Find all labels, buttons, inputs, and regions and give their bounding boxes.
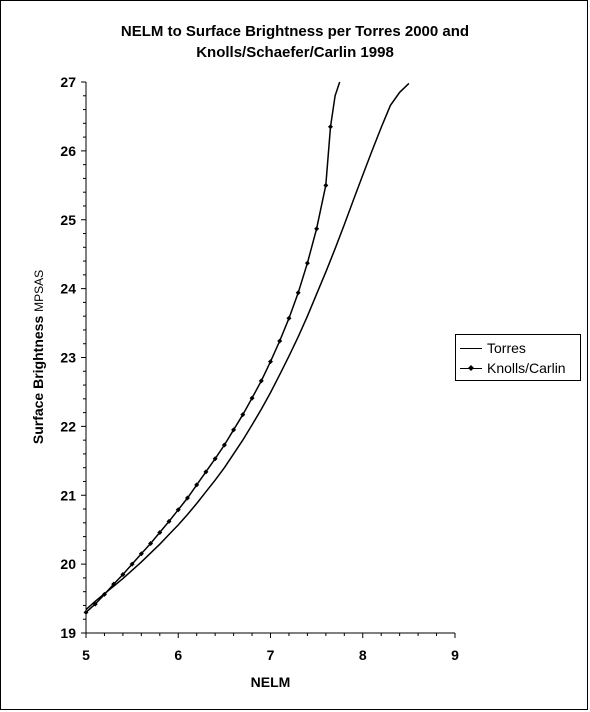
y-tick-label: 27 <box>60 74 76 90</box>
y-tick-label: 19 <box>60 625 76 641</box>
data-point-knolls-carlin <box>323 182 329 188</box>
chart-title-line-2: Knolls/Schaefer/Carlin 1998 <box>196 44 394 61</box>
x-tick-label: 9 <box>451 647 459 663</box>
chart-title-line-1: NELM to Surface Brightness per Torres 20… <box>120 23 470 40</box>
data-point-knolls-carlin <box>120 571 126 577</box>
data-point-knolls-carlin <box>249 395 255 401</box>
legend-label-knolls-carlin: Knolls/Carlin <box>487 360 566 376</box>
legend-item-torres: Torres <box>456 339 580 357</box>
data-point-knolls-carlin <box>92 601 98 607</box>
x-tick-label: 8 <box>359 647 367 663</box>
series-line-knolls-carlin <box>85 81 341 613</box>
y-tick-label: 21 <box>60 487 76 503</box>
data-point-knolls-carlin <box>268 359 273 365</box>
data-point-knolls-carlin <box>138 551 144 557</box>
data-point-knolls-carlin <box>212 456 218 462</box>
data-point-knolls-carlin <box>129 561 135 567</box>
data-point-knolls-carlin <box>231 427 237 433</box>
data-point-knolls-carlin <box>157 529 163 535</box>
y-tick-label: 23 <box>60 350 76 366</box>
y-tick-label: 26 <box>60 143 76 159</box>
data-point-knolls-carlin <box>314 226 320 232</box>
data-point-knolls-carlin <box>277 338 283 344</box>
data-point-knolls-carlin <box>295 290 301 296</box>
data-point-knolls-carlin <box>101 591 107 597</box>
legend: Torres Knolls/Carlin <box>455 334 581 381</box>
y-tick-label: 24 <box>60 281 76 297</box>
legend-label-torres: Torres <box>487 340 526 356</box>
data-point-knolls-carlin <box>304 260 310 266</box>
y-axis-label-text: Surface Brightness <box>30 315 46 445</box>
legend-item-knolls-carlin: Knolls/Carlin <box>456 359 580 377</box>
data-point-knolls-carlin <box>194 482 200 488</box>
data-point-knolls-carlin <box>148 540 154 546</box>
x-tick-label: 5 <box>82 647 90 663</box>
data-point-knolls-carlin <box>258 378 264 384</box>
data-point-knolls-carlin <box>111 581 117 587</box>
data-point-knolls-carlin <box>83 609 89 615</box>
data-point-knolls-carlin <box>166 518 172 524</box>
x-axis-label: NELM <box>250 674 291 690</box>
data-point-knolls-carlin <box>240 412 246 418</box>
series-line-torres <box>85 82 410 611</box>
x-tick-label: 7 <box>267 647 275 663</box>
y-axis-label: Surface Brightness MPSAS <box>30 270 46 444</box>
x-tick-label: 6 <box>174 647 182 663</box>
data-point-knolls-carlin <box>327 124 333 130</box>
data-point-knolls-carlin <box>184 495 190 501</box>
legend-marker-knolls-carlin <box>468 365 474 371</box>
legend-swatch-torres <box>460 348 482 349</box>
y-tick-label: 22 <box>60 418 76 434</box>
y-tick-label: 25 <box>60 212 76 228</box>
data-point-knolls-carlin <box>286 315 292 321</box>
data-point-knolls-carlin <box>203 469 209 475</box>
y-tick-label: 20 <box>60 556 76 572</box>
y-axis-unit: MPSAS <box>32 269 46 312</box>
data-point-knolls-carlin <box>221 442 227 448</box>
data-point-knolls-carlin <box>175 507 181 513</box>
